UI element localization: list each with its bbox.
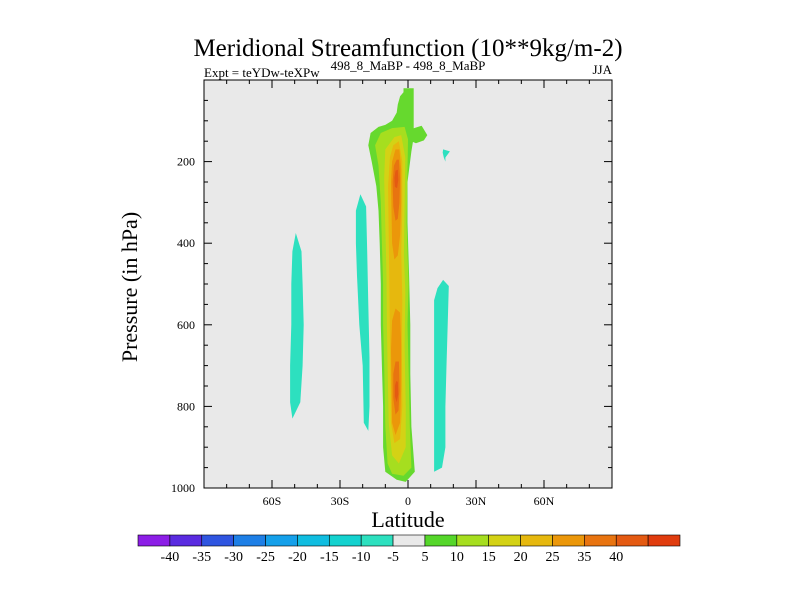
colorbar-label: -30: [224, 550, 243, 565]
colorbar-box: [520, 534, 553, 547]
left-subtitle: Expt = teYDw-teXPw: [204, 65, 320, 80]
x-tick-label: 60N: [534, 494, 555, 508]
contour-region-core-lower-40: [394, 381, 399, 403]
x-tick-label: 30N: [466, 494, 487, 508]
right-subtitle: JJA: [592, 62, 612, 77]
contour-region-neg-cell-south: [355, 194, 370, 431]
x-tick-label: 0: [405, 494, 411, 508]
colorbar-label: 10: [450, 550, 464, 565]
colorbar-box: [424, 534, 458, 547]
contour-region-core-upper-40: [394, 169, 399, 189]
colorbar-box: [169, 534, 203, 547]
center-subtitle: 498_8_MaBP - 498_8_MaBP: [331, 58, 486, 73]
y-tick-label: 1000: [171, 481, 195, 495]
axis-ticks: 60S 30S 0 30N 60N 200 400 600 800 1000: [171, 79, 613, 508]
contour-region-neg-cell-north: [434, 279, 449, 472]
colorbar-box: [552, 534, 585, 547]
colorbar: -40 -35 -30 -25 -20 -15 -10 -5 5 10 15 20 25 35 40: [137, 534, 681, 565]
colorbar-label: 35: [577, 550, 591, 565]
colorbar-label: -15: [320, 550, 339, 565]
y-tick-label: 200: [177, 155, 195, 169]
contour-fills: [290, 88, 450, 482]
colorbar-box: [615, 534, 649, 547]
colorbar-box: [201, 534, 234, 547]
y-axis-label: Pressure (in hPa): [117, 212, 142, 362]
y-tick-label: 800: [177, 399, 195, 413]
y-tick-label: 600: [177, 318, 195, 332]
colorbar-label: -25: [256, 550, 275, 565]
colorbar-box: [328, 534, 362, 547]
colorbar-box: [297, 534, 330, 547]
colorbar-box: [233, 534, 266, 547]
colorbar-label: -20: [288, 550, 307, 565]
colorbar-box: [584, 534, 617, 547]
colorbar-label: 25: [545, 550, 559, 565]
x-tick-label: 60S: [263, 494, 282, 508]
x-tick-label: 30S: [331, 494, 350, 508]
colorbar-label: 5: [421, 550, 428, 565]
contour-region-neg-cell-small: [442, 149, 450, 162]
x-axis-label: Latitude: [371, 507, 444, 532]
y-tick-label: 400: [177, 236, 195, 250]
colorbar-box: [137, 534, 171, 547]
contour-region-notch-outer: [411, 125, 428, 144]
plot-area: 60S 30S 0 30N 60N 200 400 600 800 1000: [171, 79, 613, 508]
colorbar-box: [265, 534, 298, 547]
colorbar-label: -10: [352, 550, 371, 565]
chart-title: Meridional Streamfunction (10**9kg/m-2): [193, 35, 622, 62]
colorbar-box: [456, 534, 490, 547]
colorbar-box: [488, 534, 521, 547]
colorbar-label: -35: [192, 550, 211, 565]
colorbar-label: -40: [161, 550, 180, 565]
contour-region-neg-cell-far-south: [290, 233, 304, 419]
colorbar-box: [647, 534, 681, 547]
colorbar-label: 40: [609, 550, 623, 565]
colorbar-box: [360, 534, 394, 547]
colorbar-label: -5: [387, 550, 399, 565]
colorbar-label: 20: [514, 550, 528, 565]
colorbar-box: [392, 534, 426, 547]
contour-region-core-upper-35: [392, 159, 401, 221]
colorbar-label: 15: [482, 550, 496, 565]
